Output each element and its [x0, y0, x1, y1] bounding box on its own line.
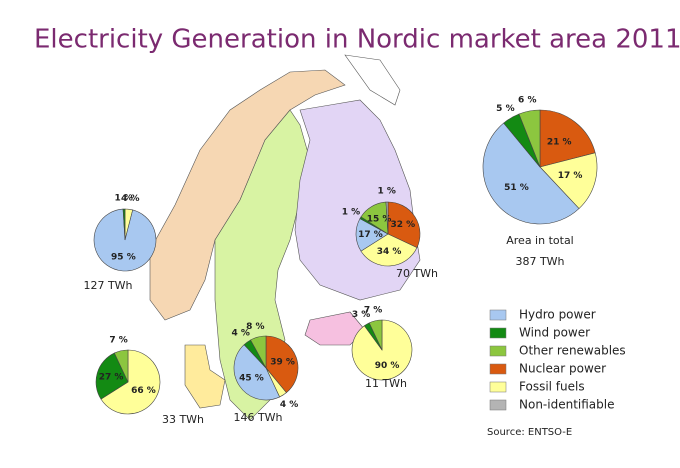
- legend-label: Non-identifiable: [519, 398, 614, 412]
- legend-label: Nuclear power: [519, 362, 606, 376]
- data-label: 4 %: [232, 329, 250, 339]
- legend: Hydro power Wind power Other renewables Nuc…: [489, 308, 626, 412]
- data-label: 7 %: [109, 336, 127, 346]
- data-label: 1 %: [342, 208, 360, 218]
- data-label: 17 %: [558, 171, 583, 181]
- pie-slice: [250, 335, 267, 369]
- data-label: 17 %: [358, 230, 383, 240]
- pie-slice: [233, 344, 281, 401]
- title: Electricity Generation in Nordic market …: [34, 25, 680, 55]
- legend-label: Wind power: [519, 326, 590, 340]
- pie-slice: [100, 349, 161, 415]
- pie-total: 387 TWh: [515, 255, 564, 268]
- legend-swatch: [489, 381, 507, 393]
- source: Source: ENTSO-E: [487, 427, 572, 438]
- pie-slice: [368, 319, 383, 351]
- data-label: 7 %: [364, 305, 382, 315]
- pie-slice: [385, 201, 389, 235]
- legend-label: Other renewables: [519, 344, 626, 358]
- legend-swatch: [489, 309, 507, 321]
- data-label: 39 %: [270, 358, 295, 368]
- data-label: 15 %: [367, 214, 392, 224]
- pie-slice: [518, 109, 541, 168]
- legend-swatch: [489, 327, 507, 339]
- pie-total: 33 TWh: [162, 413, 204, 426]
- pie-slice: [113, 349, 129, 383]
- pie-total: 146 TWh: [233, 411, 282, 424]
- pie-slice: [360, 233, 418, 267]
- pie-total: 127 TWh: [83, 279, 132, 292]
- legend-label: Fossil fuels: [519, 380, 585, 394]
- pie-total: 70 TWh: [396, 267, 438, 280]
- pie-total: 11 TWh: [365, 377, 407, 390]
- data-label: 45 %: [239, 373, 264, 383]
- data-label: 1 %: [377, 187, 395, 197]
- data-label: 90 %: [375, 361, 400, 371]
- map: [149, 54, 421, 421]
- data-label: 51 %: [504, 183, 529, 193]
- pie-slice: [482, 122, 580, 225]
- pie-slice: [122, 208, 126, 241]
- pie-caption: Area in total: [506, 234, 574, 247]
- pie-slice: [539, 152, 598, 209]
- data-label: 21 %: [547, 138, 572, 148]
- pie-slice: [387, 201, 421, 249]
- legend-swatch: [489, 399, 507, 411]
- data-label: 34 %: [377, 247, 402, 257]
- data-label: 4 %: [121, 194, 139, 204]
- data-label: 95 %: [111, 252, 136, 262]
- data-label: 1 %: [114, 194, 132, 204]
- data-label: 32 %: [391, 220, 416, 230]
- pie-slice: [539, 109, 596, 168]
- data-label: 27 %: [99, 373, 124, 383]
- data-label: 8 %: [246, 322, 264, 332]
- data-label: 6 %: [518, 96, 536, 106]
- legend-swatch: [489, 345, 507, 357]
- data-label: 5 %: [496, 104, 514, 114]
- data-label: 3 %: [352, 310, 370, 320]
- data-label: 66 %: [131, 386, 156, 396]
- legend-swatch: [489, 363, 507, 375]
- pie-slice: [265, 335, 299, 394]
- data-label: 4 %: [280, 400, 298, 410]
- legend-label: Hydro power: [519, 308, 596, 322]
- pie-slice: [95, 352, 129, 400]
